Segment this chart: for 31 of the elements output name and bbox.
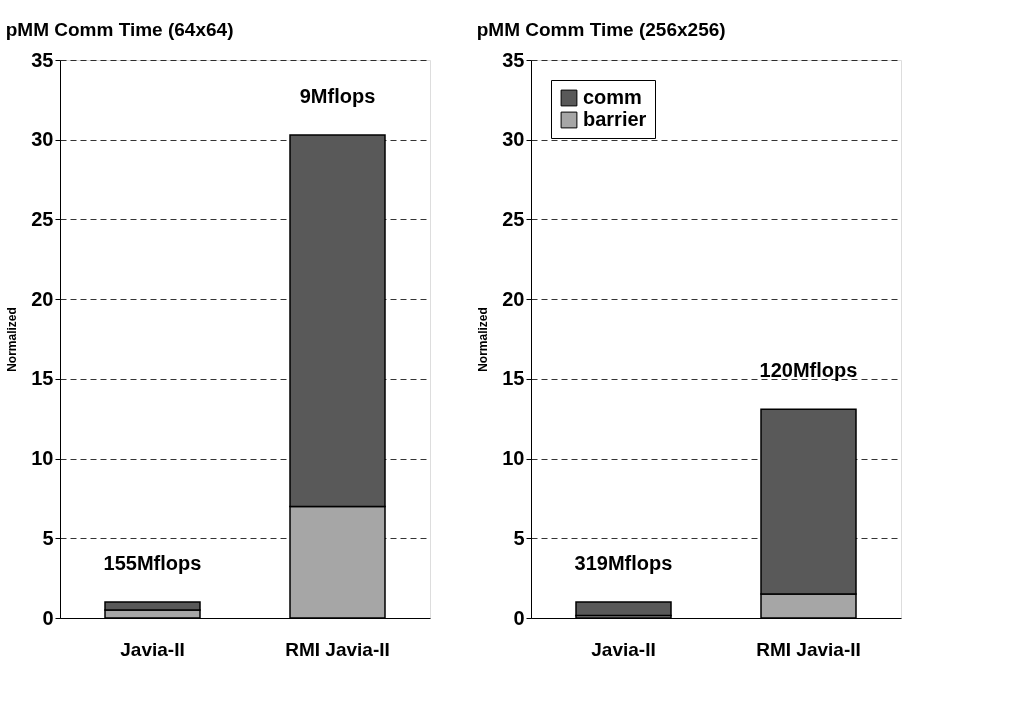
y-tick-label: 10 — [502, 447, 525, 470]
chart-title: pMM Comm Time (64x64) — [5, 19, 234, 40]
y-tick-label: 35 — [31, 48, 54, 71]
x-tick-label: Javia-II — [120, 638, 185, 660]
y-tick-label: 5 — [42, 526, 54, 549]
y-tick-label: 5 — [513, 526, 525, 549]
x-tick-label: Javia-II — [591, 638, 656, 660]
bar — [575, 601, 672, 617]
y-tick-label: 35 — [502, 48, 525, 71]
y-tick-label: 20 — [31, 287, 54, 310]
y-tick-label: 20 — [502, 287, 525, 310]
y-tick-label: 30 — [502, 128, 525, 151]
y-axis-title: Normalized — [5, 307, 20, 372]
y-tick-label: 15 — [31, 367, 54, 390]
y-tick-label: 25 — [502, 207, 525, 230]
annotation: 155Mflops — [103, 552, 202, 575]
annotation: 319Mflops — [574, 552, 673, 575]
x-tick-label: RMI Javia-II — [756, 638, 861, 660]
y-tick-label: 25 — [31, 207, 54, 230]
annotation: 120Mflops — [759, 359, 858, 382]
annotation: 9Mflops — [299, 84, 376, 107]
legend-label: barrier — [583, 108, 647, 130]
legend-label: comm — [583, 86, 642, 108]
y-tick-label: 30 — [31, 128, 54, 151]
y-axis-title: Normalized — [476, 307, 491, 372]
x-tick-label: RMI Javia-II — [285, 638, 390, 660]
y-tick-label: 0 — [513, 606, 525, 629]
y-tick-label: 15 — [502, 367, 525, 390]
chart-title: pMM Comm Time (256x256) — [476, 19, 726, 40]
y-tick-label: 0 — [42, 606, 54, 629]
y-tick-label: 10 — [31, 447, 54, 470]
